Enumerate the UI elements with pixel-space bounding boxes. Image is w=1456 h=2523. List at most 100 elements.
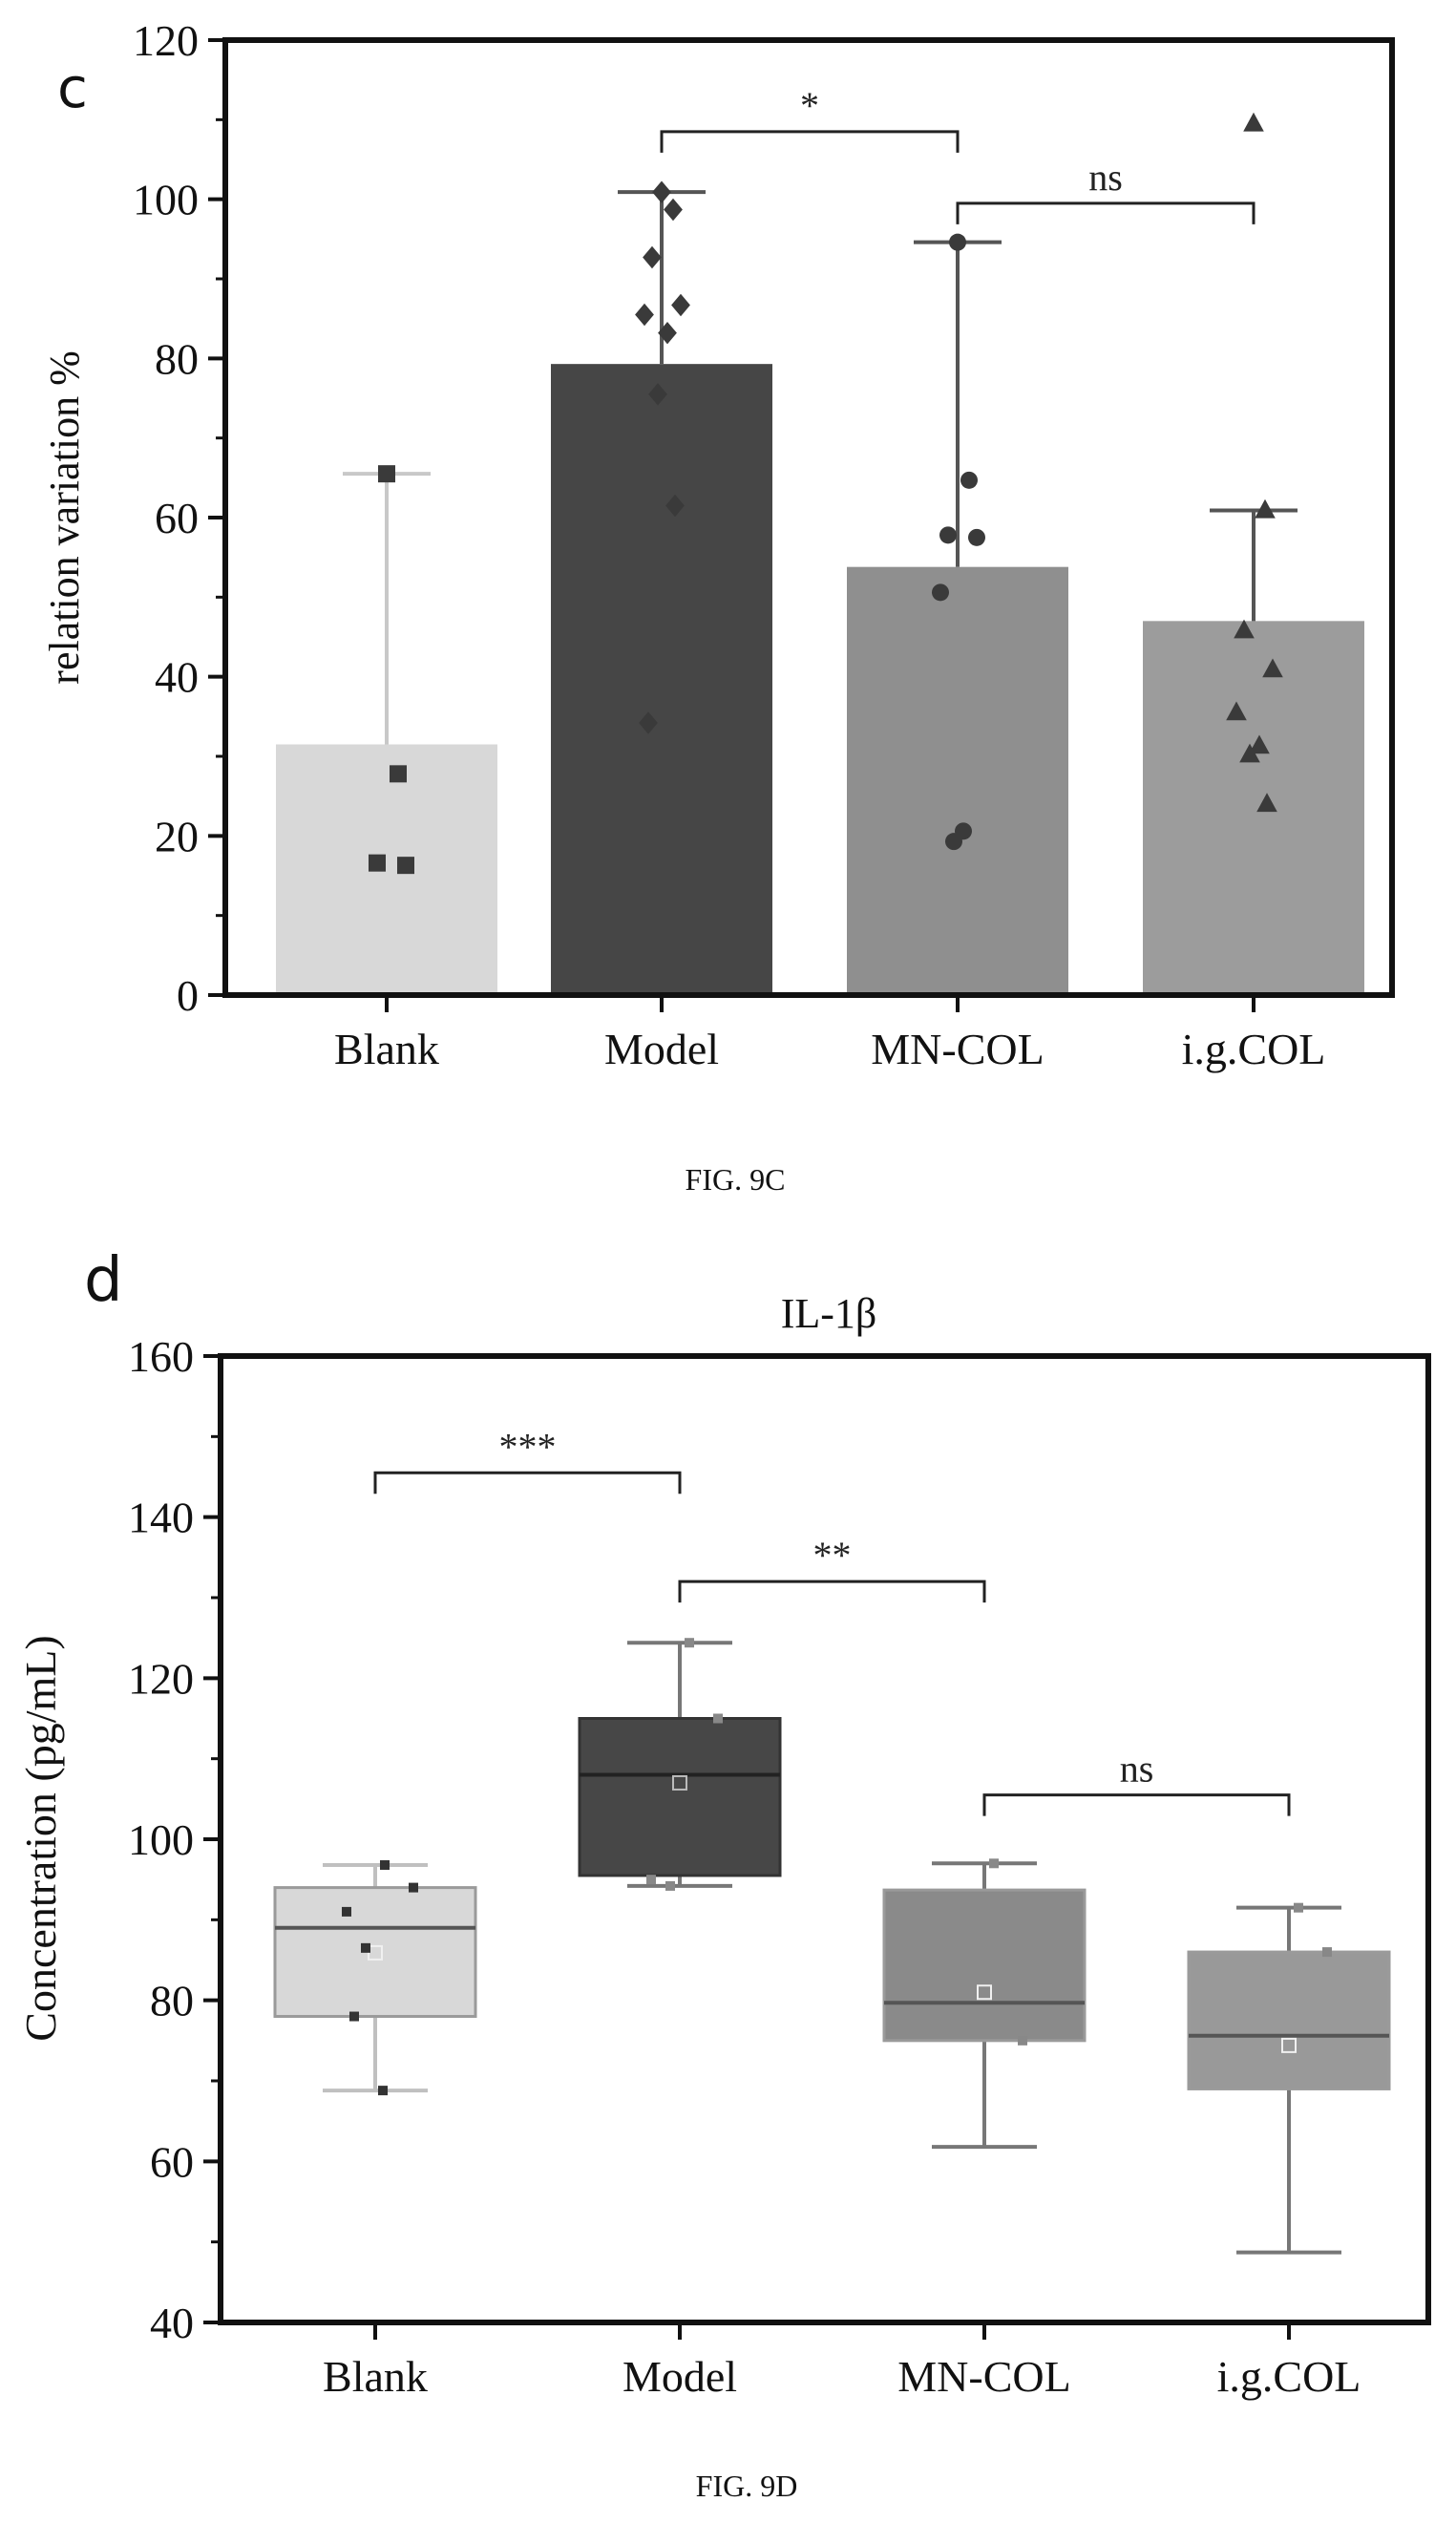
y-tick-label: 140: [128, 1494, 194, 1542]
x-tick-label: Blank: [323, 2352, 428, 2401]
mean-marker: [672, 1774, 687, 1791]
data-point: [960, 471, 978, 489]
data-point: [390, 765, 407, 783]
data-point: [397, 857, 414, 875]
y-tick-label: 20: [155, 812, 199, 860]
y-tick-label: 120: [133, 16, 199, 65]
significance-label: ns: [1088, 156, 1123, 199]
mean-marker: [977, 1984, 992, 2001]
box: [1187, 1950, 1391, 2090]
chart-title-9d: IL-1β: [781, 1290, 877, 1337]
plot-frame-9c: [222, 37, 1395, 998]
data-point: [342, 1906, 351, 1917]
data-points-9c: [369, 112, 1283, 875]
data-point: [1239, 743, 1260, 763]
data-point: [665, 494, 685, 518]
data-point: [1262, 658, 1283, 678]
data-point: [1018, 2035, 1027, 2046]
data-point: [1256, 793, 1277, 813]
significance-label: **: [813, 1534, 852, 1577]
y-axis-title-9c: relation variation %: [41, 350, 88, 684]
data-point: [639, 711, 658, 734]
data-point: [945, 833, 962, 851]
mean-marker: [368, 1944, 383, 1961]
data-point: [932, 583, 949, 602]
y-tick-label: 80: [150, 1977, 194, 2025]
data-point: [1234, 619, 1255, 639]
figure-caption-9c: FIG. 9C: [686, 1162, 786, 1197]
y-tick-label: 60: [150, 2137, 194, 2186]
y-tick-label: 80: [155, 334, 199, 383]
data-point: [939, 526, 957, 544]
data-point: [713, 1713, 723, 1724]
data-point: [409, 1882, 418, 1893]
bar: [551, 364, 772, 996]
data-point: [648, 383, 667, 406]
x-tick-label: Model: [622, 2352, 737, 2401]
data-points-9d: [342, 1638, 1332, 2096]
data-point: [646, 1875, 656, 1885]
data-point: [1226, 701, 1247, 721]
data-point: [1294, 1902, 1303, 1913]
y-tick-label: 60: [155, 494, 199, 542]
panel-letter-c: c: [57, 55, 88, 120]
significance-label: *: [800, 84, 819, 127]
boxes-9d: [273, 1641, 1391, 2255]
bar: [847, 566, 1068, 995]
panel-letter-d: d: [84, 1245, 123, 1316]
y-tick-label: 160: [128, 1332, 194, 1381]
bar: [1143, 621, 1364, 995]
data-point: [664, 198, 683, 222]
data-point: [378, 2086, 388, 2096]
data-point: [658, 321, 677, 345]
data-point: [1249, 734, 1270, 754]
data-point: [968, 528, 985, 546]
data-point: [652, 180, 671, 203]
x-tick-label: Blank: [334, 1025, 439, 1073]
significance-brackets-9d: *****ns: [373, 1425, 1291, 1816]
x-tick-label: Model: [604, 1025, 719, 1073]
data-point: [671, 293, 690, 317]
bar: [276, 744, 497, 995]
y-tick-label: 100: [133, 176, 199, 224]
plot-frame-9d: [218, 1353, 1431, 2325]
mean-marker: [1281, 2037, 1297, 2053]
significance-bracket: [660, 130, 960, 153]
x-tick-labels-9d: Blank Model MN-COL i.g.COL: [323, 2352, 1361, 2401]
x-tick-label: MN-COL: [897, 2352, 1070, 2401]
y-tick-label: 100: [128, 1815, 194, 1864]
box: [273, 1886, 477, 2019]
significance-brackets-9c: * ns: [660, 84, 1256, 224]
data-point: [349, 2011, 359, 2022]
data-point: [1322, 1947, 1332, 1958]
data-point: [1255, 498, 1276, 519]
significance-label: ns: [1120, 1748, 1154, 1791]
x-tick-label: i.g.COL: [1217, 2352, 1361, 2401]
data-point: [380, 1859, 390, 1870]
data-point: [635, 303, 654, 327]
figure-caption-9d: FIG. 9D: [696, 2469, 798, 2503]
significance-bracket: [678, 1580, 986, 1603]
significance-bracket: [373, 1471, 682, 1495]
data-point: [665, 1880, 675, 1891]
significance-bracket: [982, 1793, 1291, 1816]
x-tick-label: i.g.COL: [1182, 1025, 1326, 1073]
data-point: [643, 245, 662, 269]
data-point: [989, 1858, 999, 1869]
y-tick-label: 0: [177, 971, 199, 1020]
data-point: [1243, 112, 1264, 132]
bars-9c: [276, 364, 1364, 996]
box: [882, 1888, 1087, 2043]
box: [578, 1717, 782, 1877]
significance-label: ***: [499, 1425, 557, 1468]
data-point: [685, 1638, 694, 1648]
data-point: [949, 233, 966, 251]
x-tick-label: MN-COL: [871, 1025, 1044, 1073]
y-tick-label: 40: [150, 2299, 194, 2347]
chart-9c: c 0 20 40 60 80 100 120 * ns Blank Model MN-COL i.…: [41, 16, 1395, 1197]
y-axis-title-9d: Concentration (pg/mL): [16, 1635, 65, 2041]
significance-bracket: [956, 201, 1256, 224]
y-tick-label: 120: [128, 1654, 194, 1703]
y-tick-label: 40: [155, 653, 199, 702]
